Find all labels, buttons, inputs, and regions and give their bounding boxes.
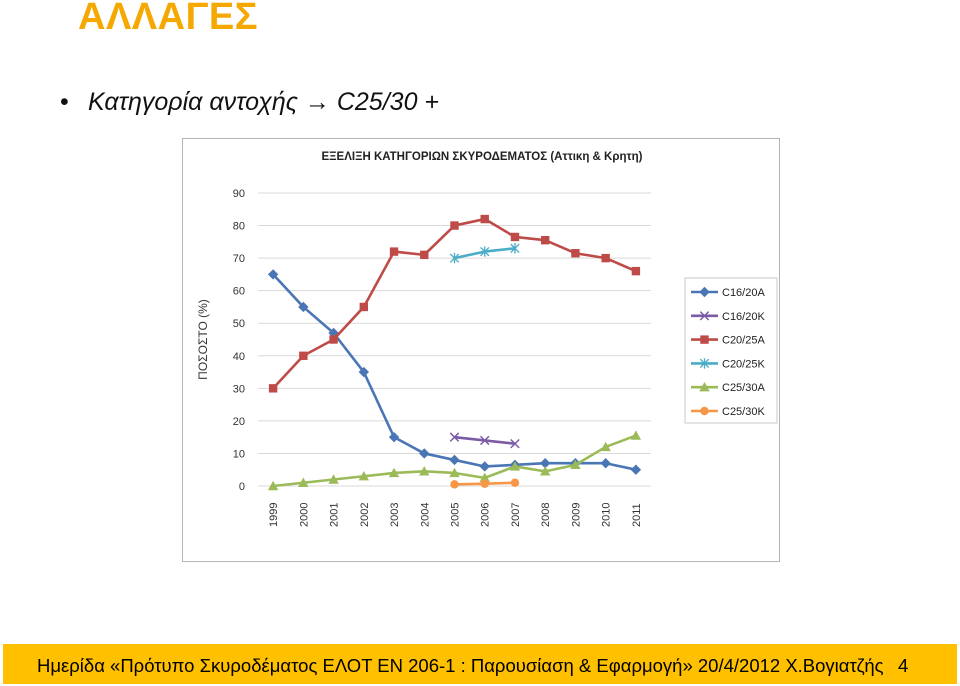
y-tick-label: 40 bbox=[233, 351, 245, 363]
data-point-c16-20a bbox=[479, 461, 490, 472]
y-axis-label: ΠΟΣΟΣΤΟ (%) bbox=[196, 299, 210, 380]
data-point-c20-25a bbox=[268, 384, 278, 393]
x-tick-label: 2011 bbox=[631, 503, 643, 527]
data-point-c25-30a bbox=[630, 430, 642, 440]
data-point-c16-20a bbox=[267, 269, 279, 280]
data-point-c16-20a bbox=[298, 301, 309, 313]
x-tick-label: 2008 bbox=[540, 503, 552, 527]
data-point-c25-30a bbox=[388, 467, 400, 478]
data-point-c16-20k bbox=[510, 438, 520, 449]
data-point-c16-20a bbox=[600, 458, 611, 469]
y-tick-label: 50 bbox=[233, 318, 245, 330]
data-point-c20-25k bbox=[480, 246, 490, 257]
bullet-line: • Κατηγορία αντοχής → C25/30 + bbox=[60, 88, 439, 117]
data-point-c20-25a bbox=[601, 253, 610, 263]
y-tick-label: 70 bbox=[233, 253, 245, 265]
legend-marker-c25-30a bbox=[699, 382, 710, 392]
data-point-c25-30k bbox=[450, 480, 459, 489]
footer-bar: Ημερίδα «Πρότυπο Σκυροδέματος ΕΛΟΤ ΕΝ 20… bbox=[3, 644, 957, 684]
x-tick-label: 2010 bbox=[601, 503, 613, 527]
x-tick-label: 2000 bbox=[298, 503, 310, 527]
slide-title: ΑΛΛΑΓΕΣ bbox=[78, 0, 259, 38]
x-tick-label: 2005 bbox=[450, 503, 462, 527]
data-point-c25-30a bbox=[419, 466, 430, 476]
series-line-c20-25a bbox=[272, 217, 637, 390]
data-point-c20-25a bbox=[389, 247, 399, 256]
data-point-c20-25a bbox=[420, 250, 429, 260]
data-point-c16-20a bbox=[388, 431, 400, 443]
legend-label-c25-30k: C25/30K bbox=[722, 406, 765, 418]
legend-box bbox=[684, 277, 778, 424]
data-point-c16-20a bbox=[358, 366, 370, 378]
y-tick-label: 30 bbox=[233, 383, 245, 395]
data-point-c16-20a bbox=[419, 448, 430, 459]
page-number: 4 bbox=[898, 655, 909, 676]
y-tick-label: 10 bbox=[233, 448, 245, 460]
data-point-c20-25a bbox=[359, 302, 369, 312]
data-point-c25-30a bbox=[479, 472, 490, 483]
data-point-c25-30a bbox=[509, 461, 521, 471]
x-tick-label: 2004 bbox=[419, 503, 431, 527]
data-point-c25-30a bbox=[298, 477, 309, 487]
bullet-dot: • bbox=[60, 88, 69, 116]
data-point-c16-20k bbox=[480, 435, 490, 446]
data-point-c20-25k bbox=[449, 252, 460, 264]
footer-text: Ημερίδα «Πρότυπο Σκυροδέματος ΕΛΟΤ ΕΝ 20… bbox=[37, 655, 884, 676]
y-tick-label: 0 bbox=[239, 481, 245, 493]
data-point-c16-20a bbox=[449, 454, 460, 466]
data-point-c20-25a bbox=[510, 232, 520, 242]
data-point-c20-25a bbox=[299, 351, 308, 360]
legend-label-c20-25a: C20/25A bbox=[722, 335, 765, 347]
y-tick-label: 90 bbox=[233, 188, 245, 200]
x-tick-label: 1999 bbox=[268, 503, 280, 527]
y-tick-label: 80 bbox=[233, 221, 245, 233]
legend-marker-c25-30k bbox=[700, 406, 709, 416]
legend-marker-c20-25a bbox=[700, 335, 709, 344]
data-point-c20-25a bbox=[329, 335, 338, 344]
x-tick-label: 2007 bbox=[510, 503, 522, 527]
x-tick-label: 2003 bbox=[389, 503, 401, 527]
bullet-text: Κατηγορία αντοχής → C25/30 + bbox=[88, 88, 440, 116]
data-point-c16-20a bbox=[630, 464, 642, 475]
chart-title: ΕΞΕΛΙΞΗ ΚΑΤΗΓΟΡΙΩΝ ΣΚΥΡΟΔΕΜΑΤΟΣ (Αττικη … bbox=[321, 151, 642, 163]
x-tick-label: 2001 bbox=[329, 503, 341, 527]
x-tick-label: 2002 bbox=[359, 503, 371, 527]
legend-label-c16-20k: C16/20K bbox=[722, 311, 765, 323]
data-point-c20-25a bbox=[450, 221, 459, 230]
data-point-c20-25k bbox=[510, 243, 520, 254]
data-point-c25-30a bbox=[358, 471, 370, 481]
data-point-c20-25a bbox=[631, 266, 641, 276]
x-tick-label: 2009 bbox=[570, 503, 582, 527]
legend-marker-c16-20a bbox=[699, 286, 710, 298]
data-point-c20-25a bbox=[480, 214, 489, 224]
line-chart: ΕΞΕΛΙΞΗ ΚΑΤΗΓΟΡΙΩΝ ΣΚΥΡΟΔΕΜΑΤΟΣ (Αττικη … bbox=[196, 151, 778, 527]
data-point-c25-30a bbox=[449, 467, 460, 478]
data-point-c25-30a bbox=[600, 441, 611, 452]
legend-label-c16-20a: C16/20A bbox=[722, 287, 765, 299]
data-point-c25-30a bbox=[267, 480, 279, 491]
legend-marker-c16-20k bbox=[699, 311, 710, 321]
data-point-c25-30k bbox=[510, 478, 520, 487]
chart-frame: ΕΞΕΛΙΞΗ ΚΑΤΗΓΟΡΙΩΝ ΣΚΥΡΟΔΕΜΑΤΟΣ (Αττικη … bbox=[182, 138, 780, 562]
data-point-c25-30a bbox=[539, 466, 551, 476]
data-point-c25-30k bbox=[480, 479, 489, 488]
legend-label-c25-30a: C25/30A bbox=[722, 382, 765, 394]
data-point-c25-30a bbox=[328, 474, 339, 484]
data-point-c25-30a bbox=[570, 459, 581, 470]
y-tick-label: 60 bbox=[233, 286, 245, 298]
legend-label-c20-25k: C20/25K bbox=[722, 358, 765, 370]
legend-marker-c20-25k bbox=[699, 358, 710, 369]
data-point-c20-25a bbox=[571, 249, 580, 258]
x-tick-label: 2006 bbox=[480, 503, 492, 527]
series-line-c16-20a bbox=[272, 273, 637, 471]
data-point-c20-25a bbox=[540, 236, 550, 245]
data-point-c16-20k bbox=[449, 432, 460, 442]
y-tick-label: 20 bbox=[233, 416, 245, 428]
